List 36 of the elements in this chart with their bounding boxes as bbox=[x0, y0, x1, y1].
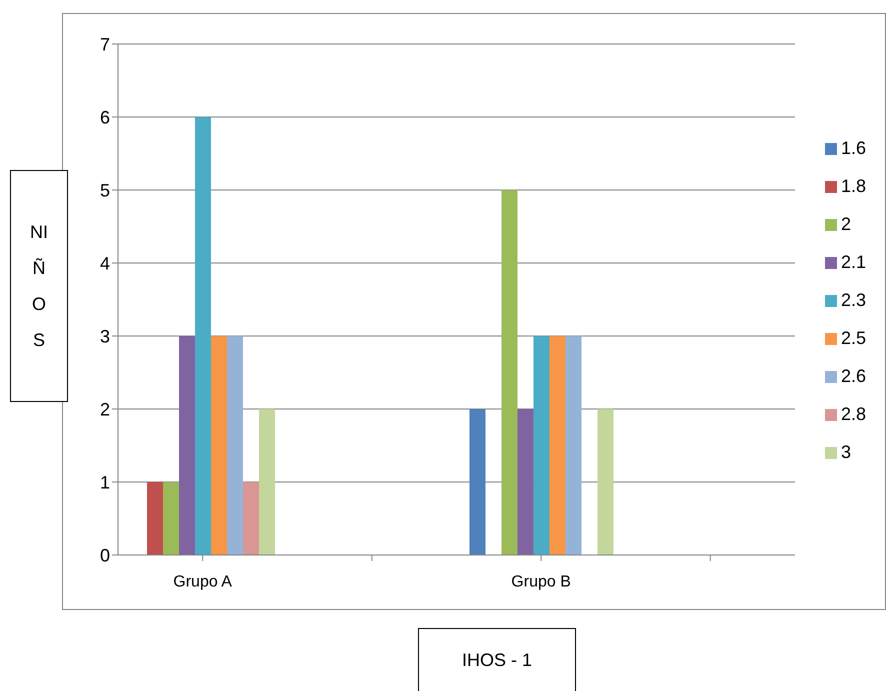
bar bbox=[163, 482, 179, 555]
x-tick-label: Grupo B bbox=[511, 573, 571, 590]
bar bbox=[227, 336, 243, 555]
legend-label: 2.5 bbox=[840, 328, 866, 348]
bar bbox=[565, 336, 582, 555]
bar bbox=[211, 336, 227, 555]
x-tick-label: Grupo A bbox=[173, 573, 232, 590]
y-tick-label: 7 bbox=[100, 34, 110, 54]
bar bbox=[517, 409, 534, 555]
bar bbox=[597, 409, 614, 555]
y-axis-title: NIÑOS bbox=[29, 221, 49, 352]
legend-label: 2.6 bbox=[840, 366, 866, 386]
y-tick-label: 2 bbox=[100, 399, 110, 420]
y-tick-label: 3 bbox=[100, 326, 110, 346]
y-tick-label: 5 bbox=[100, 180, 110, 200]
legend-label: 3 bbox=[840, 442, 851, 462]
bar bbox=[533, 336, 550, 555]
y-tick-label: 4 bbox=[100, 253, 110, 274]
y-tick-label: 6 bbox=[100, 107, 110, 128]
legend-label: 1.8 bbox=[840, 176, 866, 196]
bar bbox=[195, 117, 211, 555]
bar bbox=[501, 190, 518, 555]
legend-label: 2.3 bbox=[840, 290, 866, 310]
bar bbox=[469, 409, 486, 555]
bar bbox=[179, 336, 195, 555]
legend-label: 2.8 bbox=[840, 404, 866, 424]
bar bbox=[549, 336, 566, 555]
bar bbox=[147, 482, 163, 555]
bar bbox=[243, 482, 259, 555]
x-axis-title: IHOS - 1 bbox=[418, 628, 576, 691]
y-tick-label: 1 bbox=[100, 472, 110, 492]
y-tick-label: 0 bbox=[100, 545, 110, 566]
bar bbox=[259, 409, 275, 555]
legend-label: 2.1 bbox=[840, 252, 866, 272]
legend-label: 2 bbox=[840, 214, 851, 234]
legend-label: 1.6 bbox=[840, 138, 866, 158]
